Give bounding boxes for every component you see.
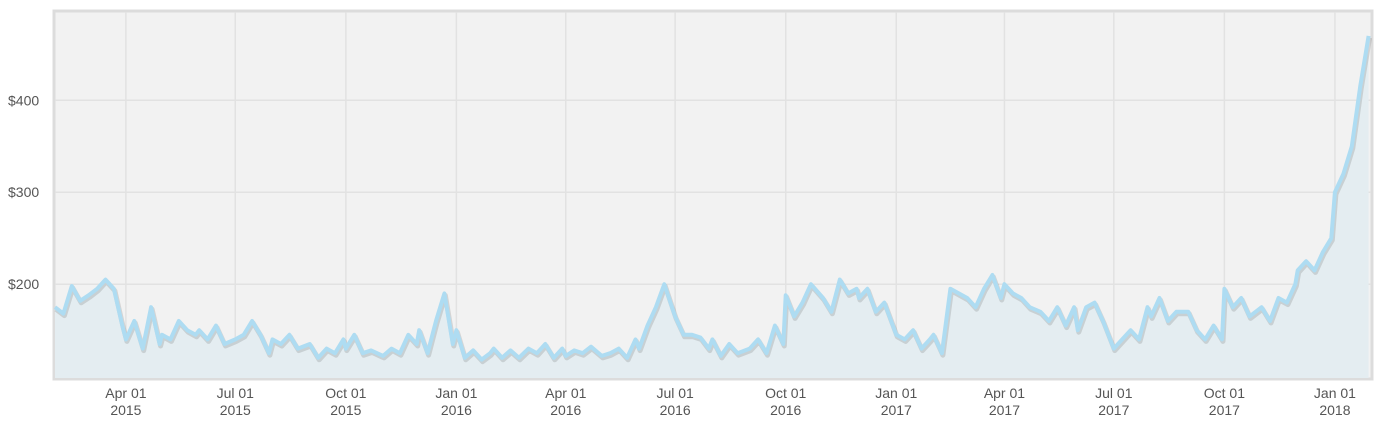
x-tick-label: Oct 01 2016 <box>765 385 806 418</box>
x-tick-line: 2016 <box>660 402 691 418</box>
x-tick-line: Jul 01 <box>217 385 255 401</box>
x-tick-line: Apr 01 <box>545 385 586 401</box>
x-tick-line: Jul 01 <box>1095 385 1133 401</box>
x-tick-label: Apr 01 2017 <box>984 385 1025 418</box>
x-tick-line: Jan 01 <box>1314 385 1356 401</box>
x-tick-line: 2015 <box>330 402 361 418</box>
area <box>55 35 1369 379</box>
x-tick-line: Jul 01 <box>656 385 694 401</box>
x-tick-line: 2017 <box>1209 402 1240 418</box>
x-tick-line: 2015 <box>110 402 141 418</box>
x-tick-line: Oct 01 <box>765 385 806 401</box>
x-tick-line: Apr 01 <box>105 385 146 401</box>
x-tick-line: Jan 01 <box>875 385 917 401</box>
x-tick-label: Jul 01 2015 <box>217 385 255 418</box>
y-tick-label: $300 <box>8 184 39 200</box>
x-tick-line: Oct 01 <box>1204 385 1245 401</box>
x-tick-label: Jan 01 2018 <box>1314 385 1356 418</box>
x-tick-line: Jan 01 <box>435 385 477 401</box>
line <box>53 35 1371 362</box>
x-tick-line: 2016 <box>441 402 472 418</box>
x-tick-line: 2018 <box>1319 402 1350 418</box>
y-tick-label: $400 <box>8 92 39 108</box>
x-tick-line: 2017 <box>1098 402 1129 418</box>
x-tick-line: Oct 01 <box>325 385 366 401</box>
x-tick-label: Oct 01 2015 <box>325 385 366 418</box>
x-tick-label: Jul 01 2016 <box>656 385 694 418</box>
x-tick-line: 2017 <box>989 402 1020 418</box>
x-tick-line: 2016 <box>550 402 581 418</box>
x-tick-line: 2017 <box>881 402 912 418</box>
x-tick-label: Jan 01 2017 <box>875 385 917 418</box>
x-tick-label: Jan 01 2016 <box>435 385 477 418</box>
x-tick-line: 2016 <box>770 402 801 418</box>
x-tick-line: 2015 <box>220 402 251 418</box>
x-tick-label: Jul 01 2017 <box>1095 385 1133 418</box>
x-tick-label: Oct 01 2017 <box>1204 385 1245 418</box>
x-tick-label: Apr 01 2015 <box>105 385 146 418</box>
x-tick-line: Apr 01 <box>984 385 1025 401</box>
x-tick-label: Apr 01 2016 <box>545 385 586 418</box>
y-tick-label: $200 <box>8 276 39 292</box>
